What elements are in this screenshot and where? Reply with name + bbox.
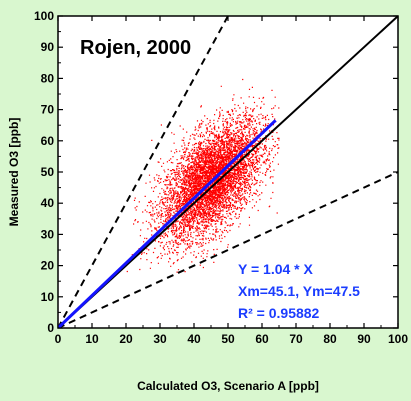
r-squared-label: R² = 0.95882 — [238, 305, 320, 321]
line-1-to-1 — [58, 16, 398, 328]
y-tick-label: 10 — [41, 290, 55, 304]
x-tick-label: 80 — [323, 332, 337, 346]
x-tick-label: 30 — [153, 332, 167, 346]
x-tick-label: 90 — [357, 332, 371, 346]
reference-lines — [58, 16, 398, 328]
line-1-to-2 — [58, 171, 398, 328]
y-axis-label: Measured O3 [ppb] — [7, 118, 21, 227]
axis-ticks — [57, 15, 399, 329]
x-axis-label: Calculated O3, Scenario A [ppb] — [137, 379, 319, 393]
line-2-to-1 — [58, 16, 230, 328]
tick-labels: 0 10 20 30 40 50 60 70 80 90 100 0 10 20 30 40 50 60 70 80 9… — [34, 9, 408, 346]
x-tick-label: 100 — [388, 332, 408, 346]
x-tick-label: 20 — [119, 332, 133, 346]
scatter-points — [126, 78, 280, 273]
y-tick-label: 80 — [41, 71, 55, 85]
x-tick-label: 70 — [289, 332, 303, 346]
x-tick-label: 40 — [187, 332, 201, 346]
y-tick-label: 30 — [41, 227, 55, 241]
y-tick-label: 40 — [41, 196, 55, 210]
y-tick-label: 20 — [41, 259, 55, 273]
y-tick-label: 0 — [47, 321, 54, 335]
y-tick-label: 60 — [41, 134, 55, 148]
means-label: Xm=45.1, Ym=47.5 — [238, 283, 360, 299]
x-tick-label: 60 — [255, 332, 269, 346]
x-tick-label: 10 — [85, 332, 99, 346]
x-tick-label: 0 — [55, 332, 62, 346]
fit-equation: Y = 1.04 * X — [238, 261, 314, 277]
data-points — [126, 78, 280, 273]
y-tick-label: 70 — [41, 103, 55, 117]
line-fit — [58, 119, 277, 328]
y-tick-label: 50 — [41, 165, 55, 179]
y-tick-label: 90 — [41, 40, 55, 54]
x-tick-label: 50 — [221, 332, 235, 346]
chart-title: Rojen, 2000 — [80, 37, 191, 59]
y-tick-label: 100 — [34, 9, 54, 23]
